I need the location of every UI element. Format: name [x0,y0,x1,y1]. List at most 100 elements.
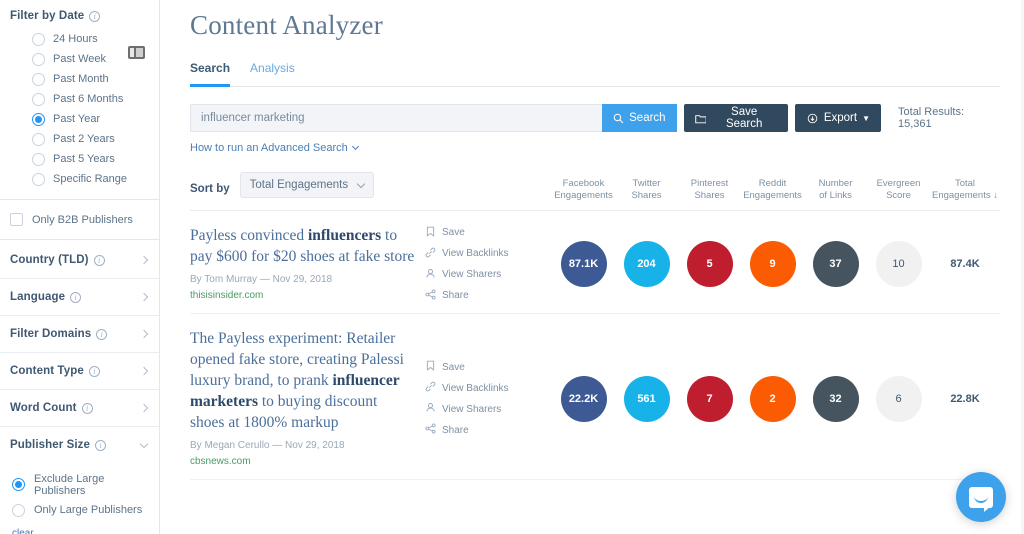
publisher-size-option-0[interactable]: Exclude Large Publishers [0,469,159,500]
info-icon[interactable]: i [96,328,108,340]
sort-by-select[interactable]: Total Engagements [239,172,375,198]
cloud-download-icon [807,113,818,123]
date-option-2[interactable]: Past Month [0,69,159,89]
info-icon[interactable]: i [95,439,107,451]
result-content: Payless convinced influencers to pay $60… [190,225,425,303]
action-view-sharers[interactable]: View Sharers [425,268,515,282]
action-share[interactable]: Share [425,423,515,437]
date-option-7[interactable]: Specific Range [0,169,159,189]
chat-launcher-button[interactable] [956,472,1006,522]
date-radio[interactable] [32,92,45,106]
result-domain-link[interactable]: thisisinsider.com [190,290,264,301]
divider [0,199,159,200]
only-b2b-publishers-label: Only B2B Publishers [32,213,133,226]
column-header-reddit[interactable]: Reddit Engagements [741,178,804,201]
date-radio[interactable] [32,132,45,146]
date-option-label: Past Year [53,113,101,125]
caret-down-icon: ▼ [862,113,871,123]
info-icon[interactable]: i [89,10,101,22]
column-header-twitter[interactable]: Twitter Shares [615,178,678,201]
action-view-backlinks[interactable]: View Backlinks [425,381,515,395]
action-view-backlinks[interactable]: View Backlinks [425,247,515,261]
result-domain-link[interactable]: cbsnews.com [190,456,251,467]
date-option-5[interactable]: Past 2 Years [0,129,159,149]
date-radio[interactable] [32,172,45,186]
card-badge-icon[interactable] [128,46,145,59]
chevron-down-icon [356,179,366,188]
metric-value: 561 [637,392,656,405]
action-view-sharers[interactable]: View Sharers [425,402,515,416]
search-input[interactable] [190,104,603,132]
column-header-number[interactable]: Number of Links [804,178,867,201]
date-option-1[interactable]: Past Week [0,49,159,69]
info-icon[interactable]: i [93,254,105,266]
action-save[interactable]: Save [425,360,515,374]
action-label: Share [442,424,469,436]
result-title-link[interactable]: Payless convinced influencers to pay $60… [190,227,414,265]
accordion-country-tld[interactable]: Country (TLD) i [0,242,159,279]
date-option-4[interactable]: Past Year [0,109,159,129]
results-list: Payless convinced influencers to pay $60… [190,211,1000,480]
column-header-evergreen[interactable]: Evergreen Score [867,178,930,201]
result-author: By Megan Cerullo [190,440,270,451]
date-option-6[interactable]: Past 5 Years [0,149,159,169]
column-header-line2: Engagements [743,189,802,201]
info-icon[interactable]: i [70,291,82,303]
publisher-size-label: Exclude Large Publishers [34,472,105,497]
tab-analysis[interactable]: Analysis [250,61,295,75]
page-scrollbar[interactable] [1021,0,1024,534]
info-icon[interactable]: i [81,402,93,414]
filter-by-date-header: Filter by Date i [0,10,159,22]
chevron-down-icon [139,439,149,448]
accordion-content-type[interactable]: Content Type i [0,353,159,390]
result-metrics: 22.2K 561 7 2 32 6 22.8K [552,328,1000,469]
clear-filters-link[interactable]: clear [12,528,34,534]
publisher-size-radio[interactable] [12,503,25,517]
action-label: View Backlinks [442,248,509,259]
date-radio[interactable] [32,152,45,166]
result-title-link[interactable]: The Payless experiment: Retailer opened … [190,330,404,431]
save-search-button[interactable]: Save Search [683,104,788,132]
accordion-language[interactable]: Language i [0,279,159,316]
column-header-line2: Engagements [931,189,991,201]
metric-column-headers: Facebook Engagements Twitter Shares Pinteres… [552,178,1000,201]
date-radio[interactable] [32,52,45,66]
accordion-label: Filter Domains [10,328,92,340]
column-header-line2: Shares [694,189,725,201]
publisher-size-option-1[interactable]: Only Large Publishers [0,500,159,520]
action-save[interactable]: Save [425,226,515,240]
total-engagements-value: 87.4K [950,258,980,270]
column-header-pinterest[interactable]: Pinterest Shares [678,178,741,201]
result-title-text: The Payless experiment: Retailer opened … [190,330,404,389]
action-label: Share [442,290,469,301]
metric-cell: 2 [741,375,804,422]
only-b2b-publishers-row[interactable]: Only B2B Publishers [0,202,159,237]
date-option-3[interactable]: Past 6 Months [0,89,159,109]
date-radio[interactable] [32,112,45,126]
date-option-label: Past Month [53,73,109,85]
search-button[interactable]: Search [602,104,677,132]
date-radio[interactable] [32,72,45,86]
accordion-filter-domains[interactable]: Filter Domains i [0,316,159,353]
accordion-word-count[interactable]: Word Count i [0,390,159,427]
column-header-line1: Evergreen [876,178,921,189]
page-title: Content Analyzer [190,10,383,40]
action-label: Save [442,227,465,238]
publisher-size-radio[interactable] [12,478,25,491]
publisher-size-accordion[interactable]: Publisher Size i [0,427,159,463]
export-button[interactable]: Export ▼ [794,104,882,132]
advanced-search-link[interactable]: How to run an Advanced Search [190,142,359,154]
link-icon [425,381,436,395]
column-header-total[interactable]: Total Engagements ↓ [930,178,1000,201]
date-option-0[interactable]: 24 Hours [0,29,159,49]
result-title-text: Payless convinced [190,227,308,244]
action-share[interactable]: Share [425,288,515,303]
only-b2b-publishers-checkbox[interactable] [10,213,23,226]
info-icon[interactable]: i [88,365,100,377]
column-header-line1: Twitter [632,178,661,189]
date-radio[interactable] [32,32,45,46]
tab-search[interactable]: Search [190,61,231,87]
column-header-line2: Shares [631,189,662,201]
action-label: View Sharers [442,403,502,415]
column-header-facebook[interactable]: Facebook Engagements [552,178,615,201]
